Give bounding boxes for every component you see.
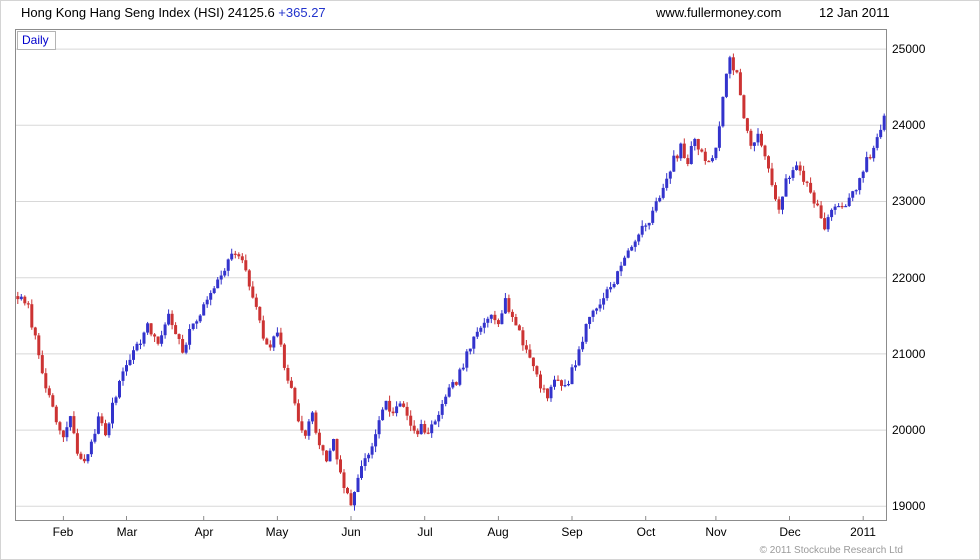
x-tick-label: May (265, 525, 289, 539)
site-link[interactable]: www.fullermoney.com (656, 5, 782, 20)
x-tick-label: Jul (417, 525, 433, 539)
timeframe-badge: Daily (17, 31, 56, 50)
chart-area: Daily (15, 29, 887, 521)
x-tick-label: Dec (779, 525, 801, 539)
header: Hong Kong Hang Seng Index (HSI) 24125.6 … (1, 5, 979, 23)
x-tick-label: Feb (52, 525, 74, 539)
page-title: Hong Kong Hang Seng Index (HSI) 24125.6 … (21, 5, 326, 20)
y-tick-label: 21000 (892, 347, 926, 361)
candlestick-chart[interactable] (16, 30, 886, 520)
y-tick-label: 19000 (892, 499, 926, 513)
x-tick-label: Sep (561, 525, 583, 539)
x-tick-label: Apr (194, 525, 214, 539)
x-tick-label: Oct (636, 525, 656, 539)
copyright: © 2011 Stockcube Research Ltd (759, 545, 903, 556)
date-label: 12 Jan 2011 (819, 5, 890, 20)
x-tick-label: Jun (341, 525, 361, 539)
y-tick-label: 22000 (892, 271, 926, 285)
x-tick-label: 2011 (850, 525, 876, 539)
y-tick-label: 25000 (892, 42, 926, 56)
instrument-title: Hong Kong Hang Seng Index (HSI) 24125.6 (21, 5, 275, 20)
x-tick-label: Aug (487, 525, 509, 539)
x-tick-label: Nov (705, 525, 727, 539)
y-tick-label: 23000 (892, 194, 926, 208)
y-tick-label: 24000 (892, 118, 926, 132)
y-tick-label: 20000 (892, 423, 926, 437)
price-change: +365.27 (278, 5, 326, 20)
x-tick-label: Mar (116, 525, 138, 539)
